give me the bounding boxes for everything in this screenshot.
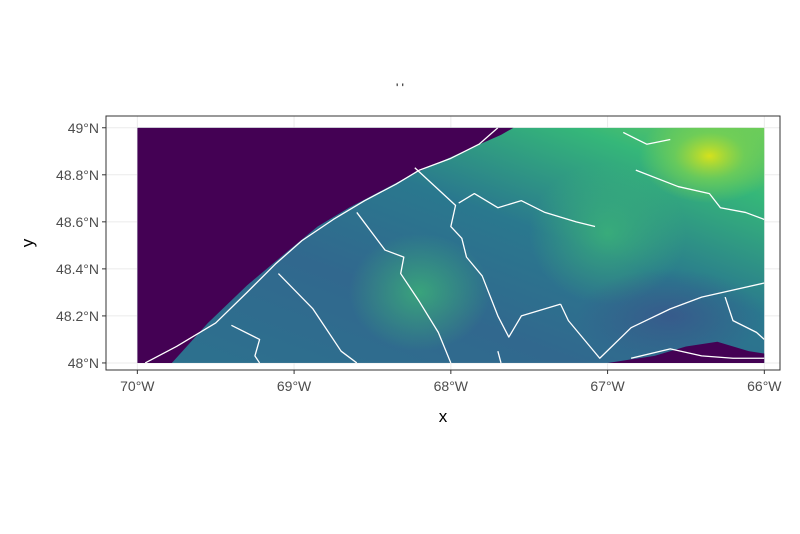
y-tick-label: 48°N [68,355,99,371]
boundary-line [231,324,261,363]
x-axis: 70°W 69°W 68°W 67°W 66°W [120,370,782,394]
raster-water-estuary [137,127,514,363]
y-tick-label: 48.8°N [56,167,99,183]
raster-northeast-peaks [638,127,765,204]
boundary-line [559,282,765,359]
elevation-raster [137,127,765,363]
y-tick-label: 48.6°N [56,214,99,230]
y-tick-label: 49°N [68,120,99,136]
boundary-line [144,127,499,363]
raster-east-highlands [529,163,686,305]
boundary-line [414,167,561,338]
boundary-line [458,192,596,228]
x-tick-label: 68°W [434,378,469,394]
x-axis-title: x [439,407,448,426]
y-tick-label: 48.4°N [56,261,99,277]
boundary-line [356,212,452,363]
y-axis-title: y [18,238,37,247]
panel-border [105,115,781,371]
plot-title: ' ' [396,81,404,95]
boundary-line [630,348,765,359]
x-tick-label: 69°W [277,378,312,394]
boundary-line [622,131,671,145]
raster-central-highlands [348,233,491,352]
boundary-line [497,351,502,363]
y-axis: 48°N 48.2°N 48.4°N 48.6°N 48.8°N 49°N [56,120,106,371]
boundary-line [724,296,765,340]
x-tick-label: 67°W [590,378,625,394]
y-tick-label: 48.2°N [56,308,99,324]
x-tick-label: 70°W [120,378,155,394]
boundary-line [277,273,358,363]
boundary-lines [144,127,765,363]
boundary-line [635,169,765,221]
x-tick-label: 66°W [747,378,782,394]
raster-southeast-lowlands [576,268,765,363]
